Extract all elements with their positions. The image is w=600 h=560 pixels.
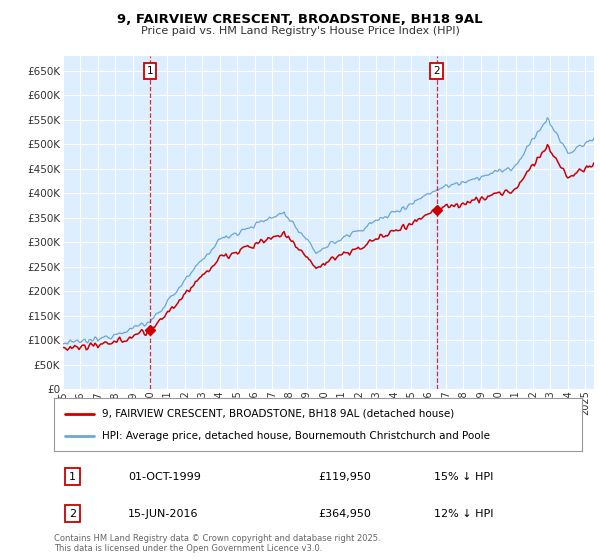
Text: Contains HM Land Registry data © Crown copyright and database right 2025.
This d: Contains HM Land Registry data © Crown c… bbox=[54, 534, 380, 553]
Text: 1: 1 bbox=[147, 66, 154, 76]
Text: £119,950: £119,950 bbox=[318, 472, 371, 482]
Text: HPI: Average price, detached house, Bournemouth Christchurch and Poole: HPI: Average price, detached house, Bour… bbox=[101, 431, 490, 441]
Text: 12% ↓ HPI: 12% ↓ HPI bbox=[434, 509, 494, 519]
Text: £364,950: £364,950 bbox=[318, 509, 371, 519]
Text: Price paid vs. HM Land Registry's House Price Index (HPI): Price paid vs. HM Land Registry's House … bbox=[140, 26, 460, 36]
Text: 9, FAIRVIEW CRESCENT, BROADSTONE, BH18 9AL (detached house): 9, FAIRVIEW CRESCENT, BROADSTONE, BH18 9… bbox=[101, 409, 454, 418]
Text: 15% ↓ HPI: 15% ↓ HPI bbox=[434, 472, 494, 482]
Text: 9, FAIRVIEW CRESCENT, BROADSTONE, BH18 9AL: 9, FAIRVIEW CRESCENT, BROADSTONE, BH18 9… bbox=[117, 13, 483, 26]
Text: 15-JUN-2016: 15-JUN-2016 bbox=[128, 509, 199, 519]
Text: 01-OCT-1999: 01-OCT-1999 bbox=[128, 472, 201, 482]
Text: 2: 2 bbox=[69, 509, 76, 519]
Text: 2: 2 bbox=[433, 66, 440, 76]
Text: 1: 1 bbox=[69, 472, 76, 482]
